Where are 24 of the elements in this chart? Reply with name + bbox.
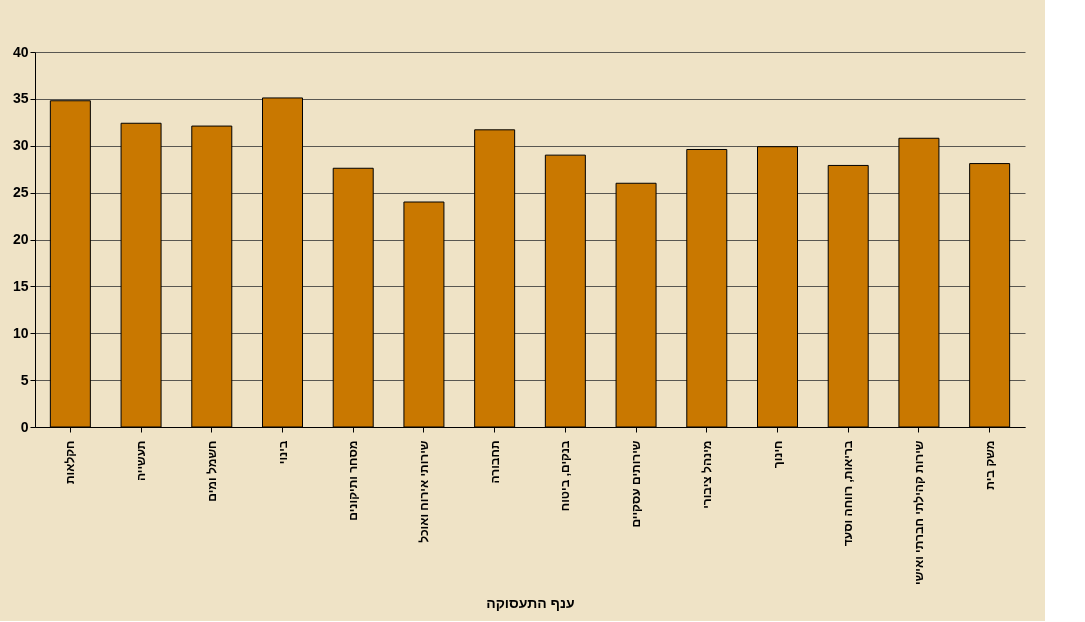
x-tick-label: בנקים, ביטוח [558, 440, 573, 512]
x-tick-label: שירות קהילתי חברתי ואישי [911, 440, 926, 585]
y-tick-label: 15 [12, 277, 29, 294]
x-tick-label: תעשייה [134, 440, 149, 482]
y-tick-label: 25 [12, 184, 29, 201]
x-tick-label: מסחר ותיקונים [346, 440, 361, 521]
y-tick-label: 0 [20, 418, 29, 435]
y-tick-label: 35 [12, 90, 29, 107]
x-axis-title: ענף התעסוקה [486, 594, 575, 611]
x-tick-label: בריאות, רווחה וסעד [841, 440, 856, 547]
y-tick-label: 30 [12, 137, 29, 154]
x-tick-label: תחבורה [487, 440, 502, 484]
y-tick-label: 40 [12, 43, 29, 60]
y-tick-label: 5 [20, 371, 29, 388]
x-tick-label: חשמל ומים [204, 440, 219, 502]
y-tick-label: 20 [12, 231, 29, 247]
x-tick-label: שירותי אירוח ואוכל [416, 440, 431, 543]
x-tick-label: מינהל ציבורי [699, 440, 714, 509]
x-tick-label: חקלאות [63, 440, 78, 485]
y-tick-label: 10 [12, 324, 29, 341]
x-tick-label: שירותים עסקיים [629, 440, 644, 528]
x-tick-label: בינוי [275, 440, 290, 465]
x-tick-label: חינוך [770, 440, 785, 469]
x-tick-label: משק בית [982, 440, 997, 490]
